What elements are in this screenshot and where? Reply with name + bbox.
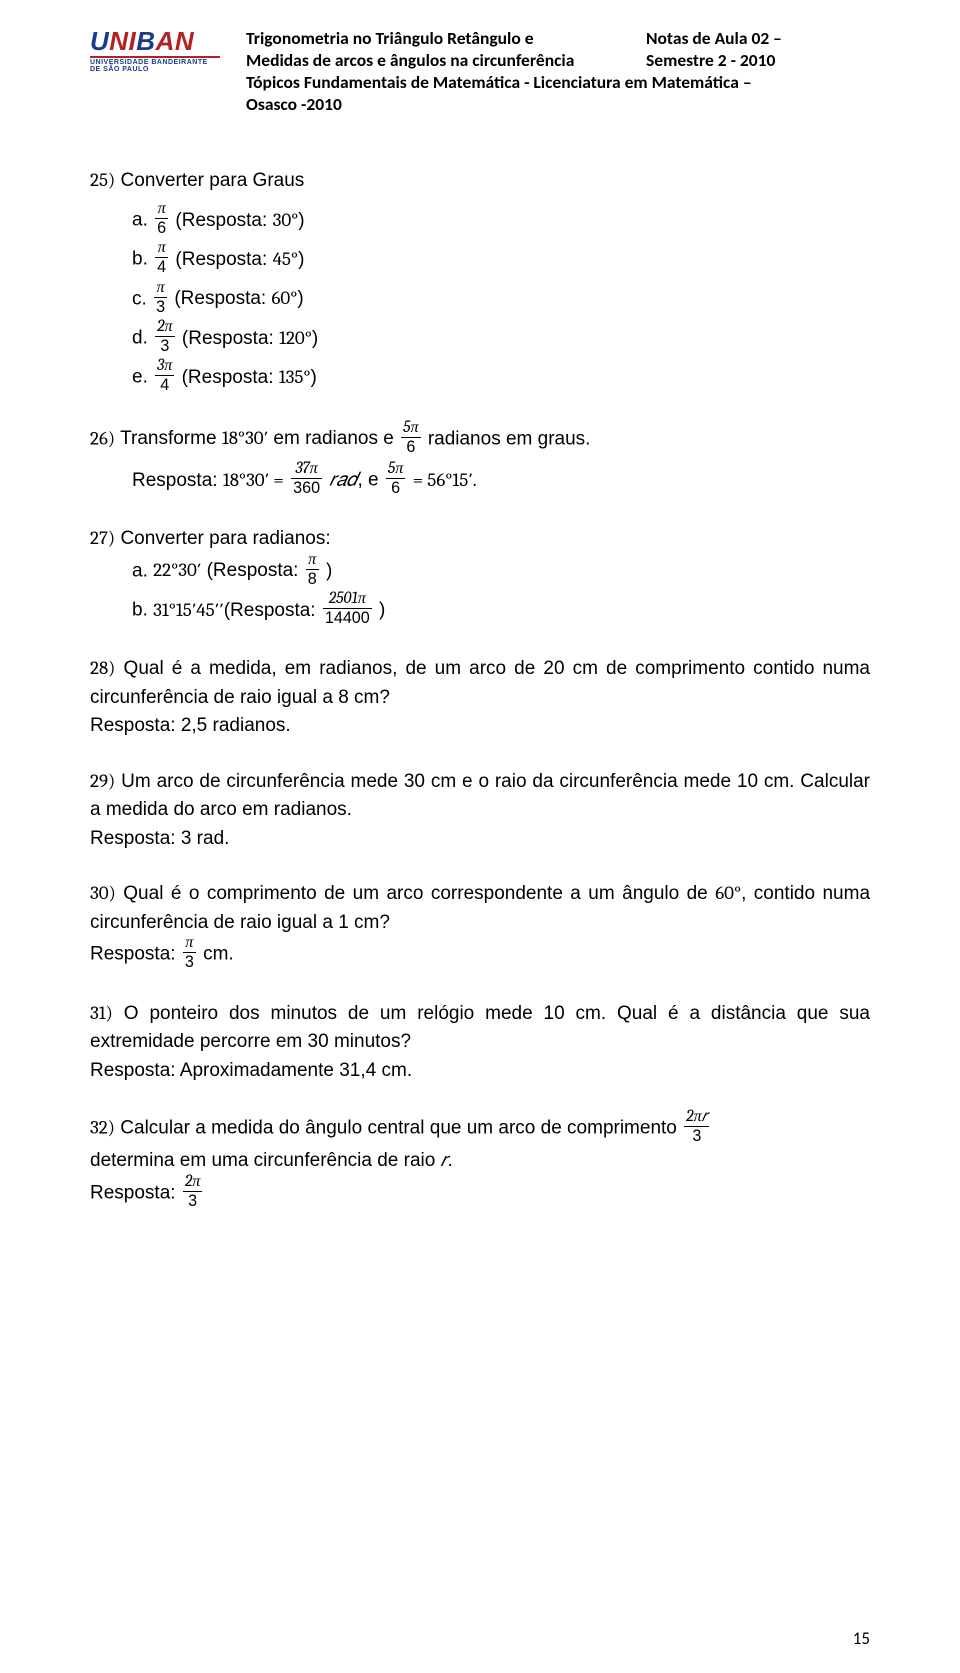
q29-number: 29) xyxy=(90,770,115,792)
q28-number: 28) xyxy=(90,657,115,679)
q32-number: 32) xyxy=(90,1117,115,1139)
q32-f2-num: 2π xyxy=(183,1174,203,1192)
q29-resp: Resposta: 3 rad. xyxy=(90,825,870,854)
q25-d-num: 2π xyxy=(155,319,175,337)
q27-a-text1: 22°30′ (Resposta: xyxy=(153,560,304,581)
question-30: 30) Qual é o comprimento de um arco corr… xyxy=(90,879,870,972)
q26-f1-den: 6 xyxy=(401,438,420,455)
question-32: 32) Calcular a medida do ângulo central … xyxy=(90,1111,870,1211)
logo-subtitle-2: DE SÃO PAULO xyxy=(90,66,149,73)
content: 25) Converter para Graus a. π6 (Resposta… xyxy=(90,166,870,1212)
q25-a-num: π xyxy=(155,201,168,219)
q25-b-num: π xyxy=(155,240,168,258)
q27-b-text1: 31°15′45′′(Resposta: xyxy=(153,600,321,621)
question-28: 28) Qual é a medida, em radianos, de um … xyxy=(90,654,870,741)
q28-resp: Resposta: 2,5 radianos. xyxy=(90,712,870,741)
q26-resp1: Resposta: 18°30′ = xyxy=(132,470,289,491)
header-line3: Tópicos Fundamentais de Matemática - Lic… xyxy=(246,72,782,94)
q31-resp: Resposta: Aproximadamente 31,4 cm. xyxy=(90,1057,870,1086)
q26-text1: Transforme 18°30′ em radianos e xyxy=(120,428,399,449)
q26-resp2: 𝑟𝑎𝑑 xyxy=(329,469,357,491)
q30-resp1: Resposta: xyxy=(90,944,181,965)
q30-resp2: cm. xyxy=(203,944,234,965)
q25-a-prefix: a. xyxy=(132,210,148,231)
question-31: 31) O ponteiro dos minutos de um relógio… xyxy=(90,999,870,1086)
q31-number: 31) xyxy=(90,1002,113,1024)
q31-text: O ponteiro dos minutos de um relógio med… xyxy=(90,1003,870,1053)
q25-d-den: 3 xyxy=(155,337,175,354)
q27-a-num: π xyxy=(306,552,319,570)
q26-f2-num: 37π xyxy=(291,461,322,479)
q27-number: 27) xyxy=(90,527,115,549)
q26-f3-den: 6 xyxy=(386,479,405,496)
q25-e-num: 3π xyxy=(155,358,174,376)
header-text-block: Trigonometria no Triângulo Retângulo e N… xyxy=(246,28,782,116)
question-25: 25) Converter para Graus a. π6 (Resposta… xyxy=(90,166,870,396)
logo-text: UNIBAN xyxy=(90,28,194,54)
q30-f-den: 3 xyxy=(183,953,196,970)
q30-f-num: π xyxy=(183,935,196,953)
page-number: 15 xyxy=(853,1628,870,1649)
q26-f3-num: 5π xyxy=(386,461,405,479)
q25-c-den: 3 xyxy=(154,298,167,315)
q26-number: 26) xyxy=(90,427,115,449)
q25-d-prefix: d. xyxy=(132,328,148,349)
logo: UNIBAN UNIVERSIDADE BANDEIRANTE DE SÃO P… xyxy=(90,28,230,86)
q30-text: Qual é o comprimento de um arco correspo… xyxy=(90,883,870,933)
logo-subtitle-1: UNIVERSIDADE BANDEIRANTE xyxy=(90,59,208,66)
q25-c-prefix: c. xyxy=(132,288,147,309)
q26-resp2b: , e xyxy=(357,470,383,491)
question-29: 29) Um arco de circunferência mede 30 cm… xyxy=(90,767,870,854)
q26-f1-num: 5π xyxy=(401,420,420,438)
header-line2-left: Medidas de arcos e ângulos na circunferê… xyxy=(246,50,646,72)
q25-e-resp: (Resposta: 135°) xyxy=(182,367,317,388)
q25-c-resp: (Resposta: 60°) xyxy=(174,288,303,309)
q27-a-prefix: a. xyxy=(132,560,148,581)
q25-d-resp: (Resposta: 120°) xyxy=(182,328,318,349)
q25-b-den: 4 xyxy=(155,258,168,275)
q25-e-den: 4 xyxy=(155,376,174,393)
q27-b-num: 2501π xyxy=(323,591,372,609)
q32-text1: Calcular a medida do ângulo central que … xyxy=(120,1118,682,1139)
q27-a-den: 8 xyxy=(306,570,319,587)
logo-divider xyxy=(90,56,220,58)
q25-b-resp: (Resposta: 45°) xyxy=(175,249,304,270)
q26-text2: radianos em graus. xyxy=(428,428,591,449)
page-header: UNIBAN UNIVERSIDADE BANDEIRANTE DE SÃO P… xyxy=(90,28,870,116)
q30-number: 30) xyxy=(90,882,116,904)
q27-a-text2: ) xyxy=(326,560,332,581)
q26-f2-den: 360 xyxy=(291,479,322,496)
q32-resp1: Resposta: xyxy=(90,1183,181,1204)
q32-f1-den: 3 xyxy=(684,1127,709,1144)
q32-f2-den: 3 xyxy=(183,1192,203,1209)
q29-text: Um arco de circunferência mede 30 cm e o… xyxy=(90,771,870,821)
question-26: 26) Transforme 18°30′ em radianos e 5π6 … xyxy=(90,422,870,499)
q32-text2: determina em uma circunferência de raio … xyxy=(90,1146,870,1176)
q27-b-text2: ) xyxy=(379,600,385,621)
q25-title: Converter para Graus xyxy=(121,170,305,191)
header-line2-right: Semestre 2 - 2010 xyxy=(646,50,775,72)
q32-f1-num: 2π𝑟 xyxy=(684,1109,709,1127)
q25-b-prefix: b. xyxy=(132,249,148,270)
header-line1-left: Trigonometria no Triângulo Retângulo e xyxy=(246,28,646,50)
q27-b-den: 14400 xyxy=(323,609,372,626)
question-27: 27) Converter para radianos: a. 22°30′ (… xyxy=(90,524,870,628)
q25-a-den: 6 xyxy=(155,219,168,236)
q25-c-num: π xyxy=(154,280,167,298)
header-line4: Osasco -2010 xyxy=(246,94,782,116)
q25-a-resp: (Resposta: 30°) xyxy=(175,210,304,231)
header-line1-right: Notas de Aula 02 – xyxy=(646,28,782,50)
q28-text: Qual é a medida, em radianos, de um arco… xyxy=(90,658,870,708)
q27-title: Converter para radianos: xyxy=(120,528,330,549)
q25-e-prefix: e. xyxy=(132,367,148,388)
q25-number: 25) xyxy=(90,169,115,191)
q26-resp3: = 56°15′. xyxy=(413,470,477,491)
q27-b-prefix: b. xyxy=(132,600,148,621)
